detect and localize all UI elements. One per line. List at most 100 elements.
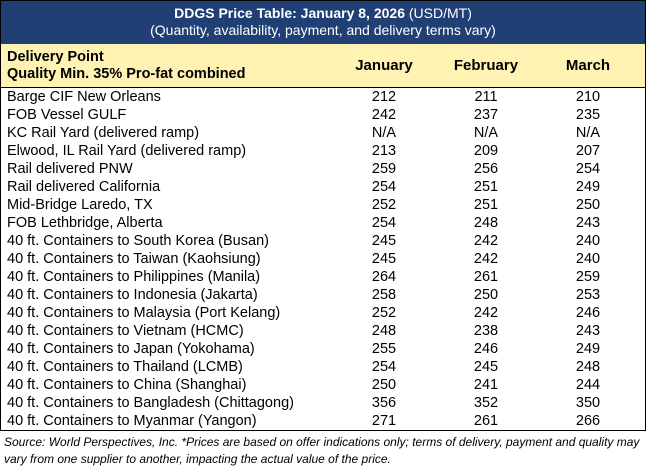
price-table: DDGS Price Table: January 8, 2026 (USD/M… <box>0 0 646 431</box>
january-price-cell: 248 <box>371 323 397 339</box>
february-price-cell: N/A <box>473 125 499 141</box>
march-price-cell: 235 <box>575 107 601 123</box>
february-price-cell: 245 <box>473 359 499 375</box>
delivery-point-cell: 40 ft. Containers to Myanmar (Yangon) <box>7 413 257 429</box>
table-row: 40 ft. Containers to Japan (Yokohama) 255… <box>1 340 645 358</box>
march-price-cell: 249 <box>575 341 601 357</box>
january-price-cell: 356 <box>371 395 397 411</box>
table-row: KC Rail Yard (delivered ramp) N/A N/A N/A <box>1 124 645 142</box>
delivery-point-cell: FOB Vessel GULF <box>7 107 127 123</box>
february-price-cell: 246 <box>473 341 499 357</box>
march-price-cell: 243 <box>575 215 601 231</box>
march-price-cell: 253 <box>575 287 601 303</box>
january-price-cell: 242 <box>371 107 397 123</box>
january-price-cell: 271 <box>371 413 397 429</box>
title-unit: (USD/MT) <box>404 5 472 21</box>
march-price-cell: 266 <box>575 413 601 429</box>
february-price-cell: 250 <box>473 287 499 303</box>
header-line-2: Quality Min. 35% Pro-fat combined <box>7 65 246 82</box>
delivery-point-cell: Barge CIF New Orleans <box>7 89 161 105</box>
february-price-cell: 352 <box>473 395 499 411</box>
source-footnote: Source: World Perspectives, Inc. *Prices… <box>4 435 640 466</box>
delivery-point-cell: 40 ft. Containers to Philippines (Manila… <box>7 269 261 285</box>
table-row: 40 ft. Containers to Philippines (Manila… <box>1 268 645 286</box>
table-row: Rail delivered PNW 259 256 254 <box>1 160 645 178</box>
february-price-cell: 242 <box>473 251 499 267</box>
march-price-cell: 246 <box>575 305 601 321</box>
delivery-point-cell: 40 ft. Containers to Taiwan (Kaohsiung) <box>7 251 261 267</box>
delivery-point-cell: 40 ft. Containers to Malaysia (Port Kela… <box>7 305 281 321</box>
january-price-cell: 212 <box>371 89 397 105</box>
table-subtitle: (Quantity, availability, payment, and de… <box>150 22 496 38</box>
february-price-cell: 242 <box>473 233 499 249</box>
table-row: Mid-Bridge Laredo, TX 252 251 250 <box>1 196 645 214</box>
delivery-point-cell: 40 ft. Containers to South Korea (Busan) <box>7 233 269 249</box>
table-body: Barge CIF New Orleans 212 211 210 FOB Vessel… <box>1 88 645 430</box>
january-price-cell: 259 <box>371 161 397 177</box>
table-row: 40 ft. Containers to China (Shanghai) 250… <box>1 376 645 394</box>
delivery-point-cell: Elwood, IL Rail Yard (delivered ramp) <box>7 143 247 159</box>
table-title: DDGS Price Table: January 8, 2026 (USD/M… <box>1 5 645 22</box>
march-price-cell: 250 <box>575 197 601 213</box>
march-price-cell: 210 <box>575 89 601 105</box>
delivery-point-cell: KC Rail Yard (delivered ramp) <box>7 125 200 141</box>
header-row: Delivery Point Quality Min. 35% Pro-fat … <box>1 44 645 88</box>
table-row: Barge CIF New Orleans 212 211 210 <box>1 88 645 106</box>
delivery-point-cell: Rail delivered PNW <box>7 161 133 177</box>
february-price-cell: 237 <box>473 107 499 123</box>
delivery-point-cell: 40 ft. Containers to Vietnam (HCMC) <box>7 323 244 339</box>
header-line-1: Delivery Point <box>7 48 104 65</box>
march-price-cell: 249 <box>575 179 601 195</box>
february-price-cell: 261 <box>473 413 499 429</box>
january-price-cell: 252 <box>371 305 397 321</box>
february-price-cell: 251 <box>473 197 499 213</box>
february-price-cell: 251 <box>473 179 499 195</box>
delivery-point-cell: 40 ft. Containers to Thailand (LCMB) <box>7 359 243 375</box>
table-row: 40 ft. Containers to Myanmar (Yangon) 271… <box>1 412 645 430</box>
table-row: 40 ft. Containers to Bangladesh (Chittag… <box>1 394 645 412</box>
march-price-cell: 350 <box>575 395 601 411</box>
table-row: 40 ft. Containers to Malaysia (Port Kela… <box>1 304 645 322</box>
march-price-cell: 240 <box>575 251 601 267</box>
january-price-cell: 250 <box>371 377 397 393</box>
delivery-point-cell: Mid-Bridge Laredo, TX <box>7 197 153 213</box>
delivery-point-cell: 40 ft. Containers to Bangladesh (Chittag… <box>7 395 294 411</box>
header-delivery-point: Delivery Point Quality Min. 35% Pro-fat … <box>1 49 333 83</box>
january-price-cell: 252 <box>371 197 397 213</box>
march-price-cell: 207 <box>575 143 601 159</box>
table-row: FOB Lethbridge, Alberta 254 248 243 <box>1 214 645 232</box>
february-price-cell: 241 <box>473 377 499 393</box>
table-row: Rail delivered California 254 251 249 <box>1 178 645 196</box>
february-price-cell: 238 <box>473 323 499 339</box>
table-title-bar: DDGS Price Table: January 8, 2026 (USD/M… <box>1 1 645 44</box>
delivery-point-cell: FOB Lethbridge, Alberta <box>7 215 163 231</box>
delivery-point-cell: 40 ft. Containers to Indonesia (Jakarta) <box>7 287 258 303</box>
february-price-cell: 211 <box>474 89 498 105</box>
table-row: 40 ft. Containers to Indonesia (Jakarta)… <box>1 286 645 304</box>
january-price-cell: N/A <box>371 125 397 141</box>
january-price-cell: 258 <box>371 287 397 303</box>
march-price-cell: 254 <box>575 161 601 177</box>
january-price-cell: 264 <box>371 269 397 285</box>
table-row: 40 ft. Containers to Vietnam (HCMC) 248 23… <box>1 322 645 340</box>
february-price-cell: 209 <box>473 143 499 159</box>
january-price-cell: 213 <box>371 143 397 159</box>
february-price-cell: 248 <box>473 215 499 231</box>
january-price-cell: 245 <box>371 251 397 267</box>
table-row: FOB Vessel GULF 242 237 235 <box>1 106 645 124</box>
january-price-cell: 245 <box>371 233 397 249</box>
header-january: January <box>355 57 413 74</box>
title-main: DDGS Price Table: January 8, 2026 <box>174 5 405 21</box>
header-february: February <box>453 57 519 74</box>
march-price-cell: N/A <box>575 125 601 141</box>
delivery-point-cell: Rail delivered California <box>7 179 161 195</box>
january-price-cell: 254 <box>371 179 397 195</box>
header-march: March <box>565 57 611 74</box>
march-price-cell: 243 <box>575 323 601 339</box>
delivery-point-cell: 40 ft. Containers to Japan (Yokohama) <box>7 341 255 357</box>
january-price-cell: 254 <box>371 215 397 231</box>
table-row: 40 ft. Containers to South Korea (Busan)… <box>1 232 645 250</box>
table-row: Elwood, IL Rail Yard (delivered ramp) 213… <box>1 142 645 160</box>
table-row: 40 ft. Containers to Thailand (LCMB) 254 2… <box>1 358 645 376</box>
february-price-cell: 242 <box>473 305 499 321</box>
